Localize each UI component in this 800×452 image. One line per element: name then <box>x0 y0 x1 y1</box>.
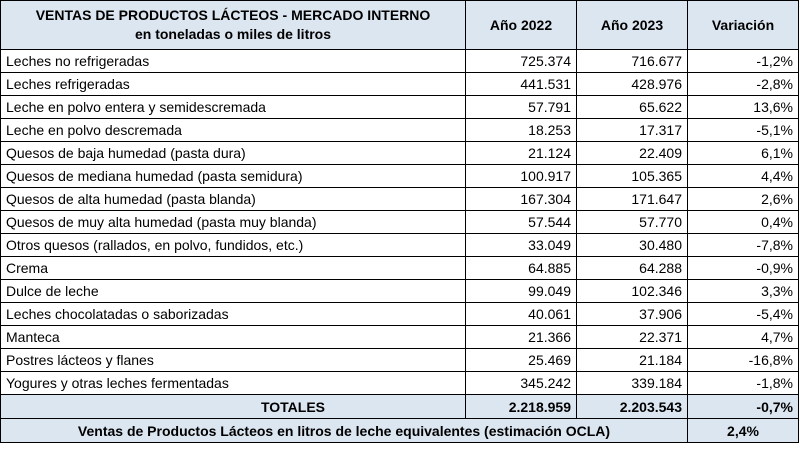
cell-2022: 345.242 <box>465 371 577 395</box>
cell-2022: 100.917 <box>465 164 577 188</box>
title-line-1: VENTAS DE PRODUCTOS LÁCTEOS - MERCADO IN… <box>35 7 431 23</box>
cell-2022: 167.304 <box>465 187 577 211</box>
cell-2023: 171.647 <box>576 187 688 211</box>
totals-label: TOTALES <box>0 394 466 419</box>
cell-2022: 21.366 <box>465 325 577 349</box>
cell-2023: 57.770 <box>576 210 688 234</box>
cell-variation: -1,2% <box>687 49 799 73</box>
table-row: Yogures y otras leches fermentadas 345.24… <box>0 371 799 395</box>
table-row: Quesos de alta humedad (pasta blanda) 167… <box>0 187 799 211</box>
title-line-2: en toneladas o miles de litros <box>134 26 332 42</box>
cell-2022: 57.791 <box>465 95 577 119</box>
cell-2023: 105.365 <box>576 164 688 188</box>
totals-row: TOTALES 2.218.959 2.203.543 -0,7% <box>0 394 799 419</box>
cell-2023: 37.906 <box>576 302 688 326</box>
table-row: Leches chocolatadas o saborizadas 40.061 3… <box>0 302 799 326</box>
col-header-2022: Año 2022 <box>465 0 577 50</box>
table-row: Crema 64.885 64.288 -0,9% <box>0 256 799 280</box>
table-row: Quesos de baja humedad (pasta dura) 21.12… <box>0 141 799 165</box>
cell-variation: -5,1% <box>687 118 799 142</box>
cell-2023: 65.622 <box>576 95 688 119</box>
row-label: Quesos de alta humedad (pasta blanda) <box>0 187 466 211</box>
row-label: Postres lácteos y flanes <box>0 348 466 372</box>
totals-2023: 2.203.543 <box>576 394 688 419</box>
table-row: Quesos de muy alta humedad (pasta muy bl… <box>0 210 799 234</box>
cell-2023: 339.184 <box>576 371 688 395</box>
row-label: Quesos de baja humedad (pasta dura) <box>0 141 466 165</box>
cell-variation: -7,8% <box>687 233 799 257</box>
table-row: Leches refrigeradas 441.531 428.976 -2,8% <box>0 72 799 96</box>
row-label: Dulce de leche <box>0 279 466 303</box>
row-label: Leches no refrigeradas <box>0 49 466 73</box>
cell-2022: 25.469 <box>465 348 577 372</box>
cell-variation: -0,9% <box>687 256 799 280</box>
row-label: Leche en polvo entera y semidescremada <box>0 95 466 119</box>
footer-value: 2,4% <box>687 418 799 443</box>
cell-2023: 21.184 <box>576 348 688 372</box>
cell-2023: 22.409 <box>576 141 688 165</box>
totals-2022: 2.218.959 <box>465 394 577 419</box>
cell-variation: 13,6% <box>687 95 799 119</box>
totals-variation: -0,7% <box>687 394 799 419</box>
cell-variation: -2,8% <box>687 72 799 96</box>
table-body: VENTAS DE PRODUCTOS LÁCTEOS - MERCADO IN… <box>0 0 799 443</box>
table-row: Postres lácteos y flanes 25.469 21.184 -16,… <box>0 348 799 372</box>
cell-2022: 40.061 <box>465 302 577 326</box>
cell-2022: 725.374 <box>465 49 577 73</box>
cell-2022: 57.544 <box>465 210 577 234</box>
row-label: Manteca <box>0 325 466 349</box>
cell-variation: 4,7% <box>687 325 799 349</box>
table-row: Manteca 21.366 22.371 4,7% <box>0 325 799 349</box>
footer-row: Ventas de Productos Lácteos en litros de… <box>0 418 799 443</box>
table-row: Leche en polvo entera y semidescremada 57… <box>0 95 799 119</box>
table-row: Dulce de leche 99.049 102.346 3,3% <box>0 279 799 303</box>
cell-variation: 0,4% <box>687 210 799 234</box>
cell-variation: -1,8% <box>687 371 799 395</box>
cell-2022: 33.049 <box>465 233 577 257</box>
header-row: VENTAS DE PRODUCTOS LÁCTEOS - MERCADO IN… <box>0 0 799 50</box>
cell-variation: 6,1% <box>687 141 799 165</box>
cell-variation: 2,6% <box>687 187 799 211</box>
cell-2023: 102.346 <box>576 279 688 303</box>
table-row: Leches no refrigeradas 725.374 716.677 -1,2… <box>0 49 799 73</box>
col-header-variation: Variación <box>687 0 799 50</box>
col-header-2023: Año 2023 <box>576 0 688 50</box>
cell-2022: 21.124 <box>465 141 577 165</box>
row-label: Leches chocolatadas o saborizadas <box>0 302 466 326</box>
row-label: Leches refrigeradas <box>0 72 466 96</box>
cell-2023: 716.677 <box>576 49 688 73</box>
table-row: Quesos de mediana humedad (pasta semidur… <box>0 164 799 188</box>
cell-variation: -5,4% <box>687 302 799 326</box>
row-label: Yogures y otras leches fermentadas <box>0 371 466 395</box>
row-label: Quesos de muy alta humedad (pasta muy bl… <box>0 210 466 234</box>
cell-2022: 18.253 <box>465 118 577 142</box>
cell-2023: 428.976 <box>576 72 688 96</box>
cell-variation: -16,8% <box>687 348 799 372</box>
table-row: Leche en polvo descremada 18.253 17.317 -5,… <box>0 118 799 142</box>
cell-2022: 64.885 <box>465 256 577 280</box>
row-label: Quesos de mediana humedad (pasta semidur… <box>0 164 466 188</box>
footer-label: Ventas de Productos Lácteos en litros de… <box>0 418 688 443</box>
row-label: Crema <box>0 256 466 280</box>
cell-2023: 22.371 <box>576 325 688 349</box>
row-label: Otros quesos (rallados, en polvo, fundid… <box>0 233 466 257</box>
dairy-sales-table: VENTAS DE PRODUCTOS LÁCTEOS - MERCADO IN… <box>0 0 799 443</box>
cell-2023: 17.317 <box>576 118 688 142</box>
table-title: VENTAS DE PRODUCTOS LÁCTEOS - MERCADO IN… <box>0 0 466 50</box>
cell-2023: 30.480 <box>576 233 688 257</box>
cell-2022: 99.049 <box>465 279 577 303</box>
cell-variation: 3,3% <box>687 279 799 303</box>
row-label: Leche en polvo descremada <box>0 118 466 142</box>
table-row: Otros quesos (rallados, en polvo, fundid… <box>0 233 799 257</box>
cell-2022: 441.531 <box>465 72 577 96</box>
cell-variation: 4,4% <box>687 164 799 188</box>
cell-2023: 64.288 <box>576 256 688 280</box>
